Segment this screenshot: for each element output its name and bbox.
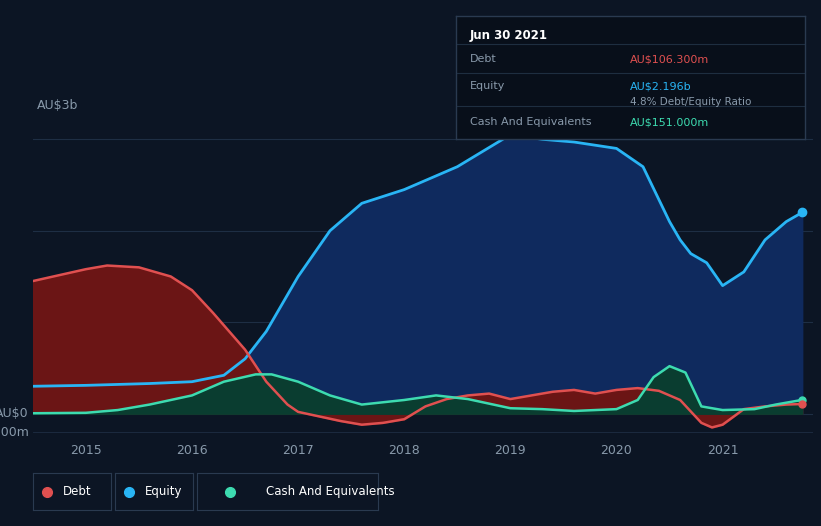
Text: AU$106.300m: AU$106.300m	[631, 54, 709, 64]
Text: 4.8% Debt/Equity Ratio: 4.8% Debt/Equity Ratio	[631, 97, 751, 107]
Text: AU$151.000m: AU$151.000m	[631, 117, 709, 127]
Text: -AU$200m: -AU$200m	[0, 426, 29, 439]
Text: Jun 30 2021: Jun 30 2021	[470, 29, 548, 43]
Text: Equity: Equity	[144, 485, 182, 498]
Text: AU$0: AU$0	[0, 407, 29, 420]
Text: Cash And Equivalents: Cash And Equivalents	[470, 117, 591, 127]
Text: Equity: Equity	[470, 81, 505, 91]
Text: Debt: Debt	[62, 485, 91, 498]
Text: AU$3b: AU$3b	[37, 98, 78, 112]
Text: Debt: Debt	[470, 54, 497, 64]
Text: Cash And Equivalents: Cash And Equivalents	[266, 485, 394, 498]
Text: AU$2.196b: AU$2.196b	[631, 81, 692, 91]
